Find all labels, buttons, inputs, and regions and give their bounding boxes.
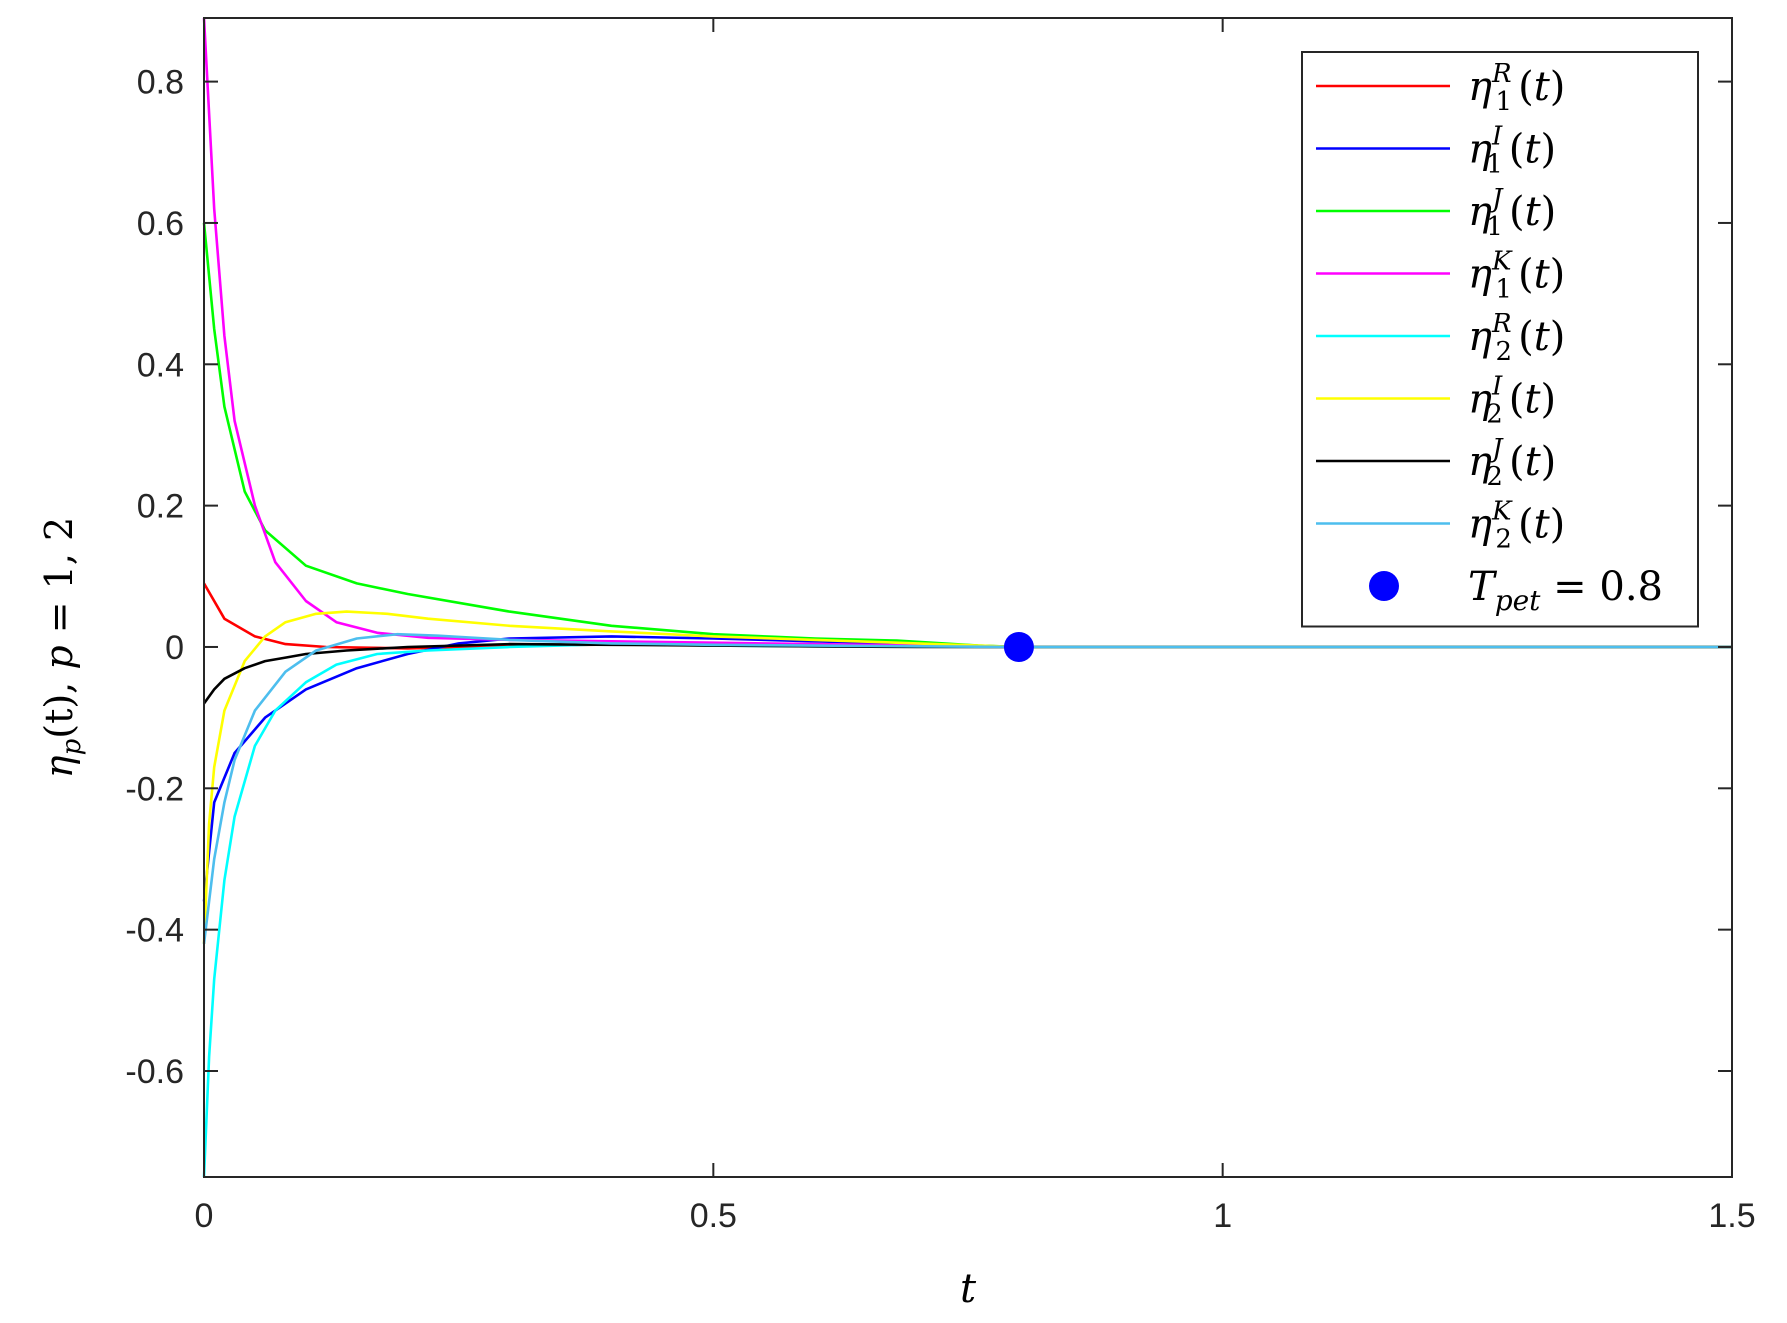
series-line-6: [202, 610, 1732, 944]
axes-box: [203, 17, 1733, 1178]
y-axis-label: ηp(t), p = 1, 2: [37, 517, 87, 778]
legend-entry: ηJ 1 (t): [1316, 184, 1556, 242]
legend-entry: ηK 2 (t): [1316, 497, 1565, 555]
legend-label: Tpet = 0.8: [1468, 564, 1663, 617]
y-tick-label: -0.4: [125, 912, 184, 950]
legend-label: ηJ 1 (t): [1468, 184, 1556, 242]
legend: ηR 1 (t)ηI 1 (t)ηJ 1 (t)ηK 1 (t)ηR 2 (t)ηI 2 (t)ηJ 2(…: [1301, 51, 1699, 628]
legend-label: ηI 2 (t): [1468, 372, 1556, 430]
marker-layer: [1003, 631, 1034, 662]
legend-entries: ηR 1 (t)ηI 1 (t)ηJ 1 (t)ηK 1 (t)ηR 2 (t)ηI 2 (t)ηJ 2(…: [1316, 59, 1663, 617]
y-tick-label: 0.6: [137, 205, 184, 243]
y-tick-label: 0.4: [137, 346, 184, 384]
legend-marker-swatch: [1369, 571, 1399, 601]
y-tick-label: -0.6: [125, 1053, 184, 1091]
legend-label: ηR 1 (t): [1468, 59, 1565, 117]
legend-label: ηR 2 (t): [1468, 309, 1565, 367]
legend-entry: ηK 1 (t): [1316, 247, 1565, 305]
legend-label: ηI 1 (t): [1468, 122, 1556, 180]
legend-entry: ηI 2 (t): [1316, 372, 1556, 430]
y-label-tail-rest: = 1, 2: [37, 517, 81, 646]
y-label-symbol: η: [37, 755, 81, 778]
legend-entry: ηI 1 (t): [1316, 122, 1556, 180]
y-label-arg: (t),: [37, 670, 81, 739]
legend-entry: ηJ 2 (t): [1316, 434, 1556, 492]
series-layer: [202, 17, 1732, 1178]
y-tick-label: 0: [165, 629, 184, 667]
x-tick-label: 0.5: [690, 1197, 737, 1235]
legend-entry: ηR 1 (t): [1316, 59, 1565, 117]
series-line-8: [202, 632, 1732, 944]
legend-entry: ηR 2 (t): [1316, 309, 1565, 367]
legend-label: ηK 1 (t): [1468, 247, 1565, 305]
legend-label: ηJ 2 (t): [1468, 434, 1556, 492]
x-tick-label: 0: [195, 1197, 214, 1235]
x-tick-label: 1.5: [1708, 1197, 1755, 1235]
y-label-subscript: p: [57, 738, 87, 755]
legend-entry-marker: Tpet = 0.8: [1369, 564, 1663, 617]
tick-layer: 0 0.5 1 1.5 -0.6 -0.4 -0.2 0 0.2 0.4 0.6 0.8: [125, 18, 1756, 1235]
y-tick-label: -0.2: [125, 770, 184, 808]
y-tick-label: 0.8: [137, 64, 184, 102]
y-label-tail-var: p: [37, 645, 81, 669]
legend-label: ηK 2 (t): [1468, 497, 1565, 555]
x-tick-label: 1: [1213, 1197, 1232, 1235]
y-tick-label: 0.2: [137, 488, 184, 526]
tpet-marker: [1003, 631, 1034, 662]
x-axis-label: t: [960, 1266, 977, 1312]
